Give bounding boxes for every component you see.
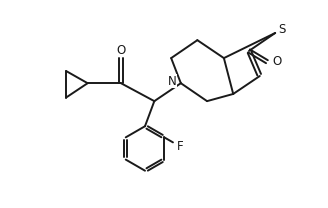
Text: N: N <box>168 75 176 88</box>
Text: O: O <box>116 44 126 57</box>
Text: F: F <box>177 140 183 153</box>
Text: S: S <box>279 23 286 36</box>
Text: O: O <box>272 55 282 68</box>
